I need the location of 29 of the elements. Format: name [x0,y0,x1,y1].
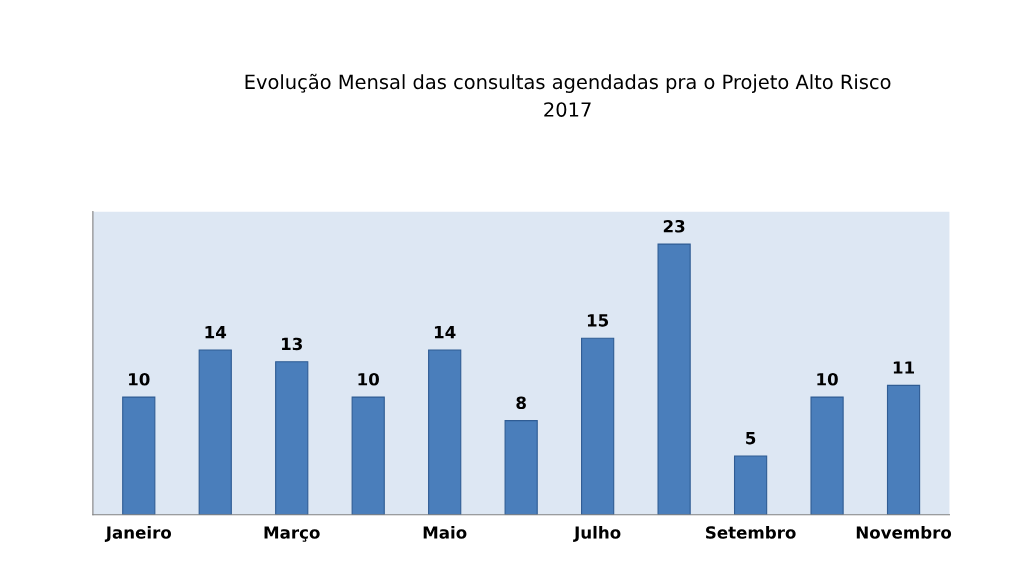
data-label: 14 [205,326,227,339]
bar [428,349,462,515]
bar [122,396,156,515]
bar [733,455,768,515]
data-label: 10 [358,372,379,386]
chart-title: Evolução Mensal das consultas agendadas pra o Projeto Alto Risco 2017 [245,73,891,117]
bar [886,384,921,515]
data-label: 11 [893,361,914,374]
data-label: 23 [663,219,685,233]
data-label: 10 [129,372,150,386]
bar [275,361,309,515]
x-tick-label: Janeiro [104,525,172,542]
x-tick-label: Março [264,526,320,542]
bar [810,396,844,515]
bar [198,349,232,515]
bar [581,337,615,515]
data-label: 5 [746,432,756,445]
x-tick-label: Julho [573,525,621,542]
bar [351,396,385,515]
data-label: 15 [587,314,609,327]
data-label: 14 [434,326,456,339]
x-tick-label: Novembro [856,525,952,539]
data-label: 13 [282,337,302,351]
data-label: 10 [817,372,838,386]
bar [504,420,538,515]
x-tick-label: Maio [423,525,467,539]
x-tick-label: Setembro [706,525,796,539]
bar [657,243,691,515]
data-label: 8 [516,396,526,410]
